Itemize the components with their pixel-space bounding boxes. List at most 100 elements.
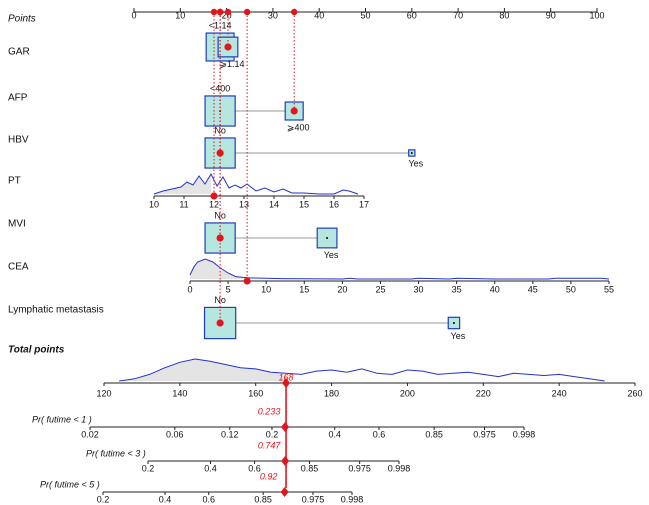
- tick-label: 0.12: [221, 429, 239, 439]
- tick-label: 40: [314, 10, 324, 20]
- tick-label: 0.975: [348, 463, 371, 473]
- tick-label: 0.998: [513, 429, 536, 439]
- tick-label: 0: [187, 284, 192, 294]
- tick-label: 260: [627, 388, 642, 398]
- tick-label: 160: [248, 388, 263, 398]
- points-dot: [216, 8, 224, 16]
- tick-label: 45: [528, 284, 538, 294]
- tick-label: 13: [239, 199, 249, 209]
- prob-label: Pr( futime < 5 ): [40, 479, 100, 489]
- tick-label: 0.2: [97, 494, 110, 504]
- tick-label: 0.85: [301, 463, 319, 473]
- tick-label: 60: [407, 10, 417, 20]
- marker-diamond: [281, 422, 290, 432]
- marker-diamond: [282, 378, 291, 388]
- tick-label: 10: [149, 199, 159, 209]
- observation-dot: [224, 43, 232, 51]
- row-label: MVI: [8, 219, 26, 230]
- row-label: HBV: [8, 135, 29, 146]
- tick-label: 0.6: [373, 429, 386, 439]
- tick-label: 10: [261, 284, 271, 294]
- tick-label: 80: [499, 10, 509, 20]
- tick-label: 20: [222, 10, 232, 20]
- tick-label: 0: [131, 10, 136, 20]
- total-value: 168: [279, 372, 294, 382]
- tick-label: 55: [604, 284, 614, 294]
- tick-label: 17: [359, 199, 369, 209]
- tick-label: 0.2: [142, 463, 155, 473]
- marker-diamond: [281, 456, 290, 466]
- points-dot: [210, 8, 218, 16]
- tick-label: 0.2: [266, 429, 279, 439]
- level-label: ⩾400: [287, 122, 310, 132]
- tick-label: 30: [414, 284, 424, 294]
- level-label: Yes: [408, 158, 423, 168]
- tick-label: 100: [589, 10, 604, 20]
- tick-label: 11: [179, 199, 188, 209]
- tick-label: 25: [375, 284, 385, 294]
- tick-label: 20: [337, 284, 347, 294]
- level-label: ⩾1.14: [219, 59, 244, 69]
- observation-dot: [243, 277, 251, 285]
- prob-value: 0.233: [258, 406, 281, 416]
- total-title: Total points: [8, 345, 65, 356]
- tick-label: 0.02: [81, 429, 99, 439]
- level-label: Yes: [324, 250, 339, 260]
- observation-dot: [210, 192, 218, 200]
- observation-dot: [216, 234, 224, 242]
- level-dot: [326, 237, 329, 239]
- level-label: <1.14: [209, 20, 232, 30]
- density-curve: [153, 172, 359, 195]
- tick-label: 35: [452, 284, 462, 294]
- row-label: PT: [8, 176, 21, 187]
- tick-label: 0.06: [166, 429, 184, 439]
- level-label: No: [214, 125, 226, 135]
- tick-label: 0.6: [248, 463, 261, 473]
- tick-label: 14: [269, 199, 279, 209]
- tick-label: 240: [552, 388, 567, 398]
- row-label: GAR: [8, 47, 30, 58]
- tick-label: 15: [299, 284, 309, 294]
- observation-dot: [290, 107, 298, 115]
- tick-label: 140: [172, 388, 187, 398]
- level-dot: [452, 322, 455, 324]
- tick-label: 50: [566, 284, 576, 294]
- tick-label: 0.975: [302, 494, 325, 504]
- level-label: Yes: [451, 331, 466, 341]
- tick-label: 15: [299, 199, 309, 209]
- density-curve: [189, 258, 610, 280]
- row-label: CEA: [8, 262, 29, 273]
- points-dot: [243, 8, 251, 16]
- tick-label: 0.975: [473, 429, 496, 439]
- points-dot: [224, 8, 232, 16]
- prob-value: 0.747: [258, 440, 282, 450]
- prob-value: 0.92: [260, 471, 278, 481]
- points-dot: [290, 8, 298, 16]
- density-curve: [119, 358, 605, 382]
- axis-title: Points: [8, 14, 36, 25]
- tick-label: 200: [400, 388, 415, 398]
- tick-label: 90: [546, 10, 556, 20]
- tick-label: 0.998: [388, 463, 411, 473]
- tick-label: 0.6: [202, 494, 215, 504]
- tick-label: 50: [360, 10, 370, 20]
- tick-label: 70: [453, 10, 463, 20]
- tick-label: 0.85: [425, 429, 443, 439]
- observation-dot: [216, 319, 224, 327]
- density-fill: [119, 359, 287, 381]
- marker-diamond: [280, 487, 289, 497]
- level-dot: [410, 152, 413, 154]
- observation-dot: [216, 149, 224, 157]
- tick-label: 0.85: [254, 494, 272, 504]
- row-label: AFP: [8, 93, 28, 104]
- tick-label: 0.4: [159, 494, 172, 504]
- tick-label: 10: [175, 10, 185, 20]
- level-label: <400: [210, 83, 230, 93]
- density-fill: [154, 174, 211, 194]
- tick-label: 40: [490, 284, 500, 294]
- tick-label: 5: [226, 284, 231, 294]
- tick-label: 0.4: [328, 429, 341, 439]
- prob-label: Pr( futime < 1 ): [32, 414, 92, 424]
- tick-label: 12: [209, 199, 219, 209]
